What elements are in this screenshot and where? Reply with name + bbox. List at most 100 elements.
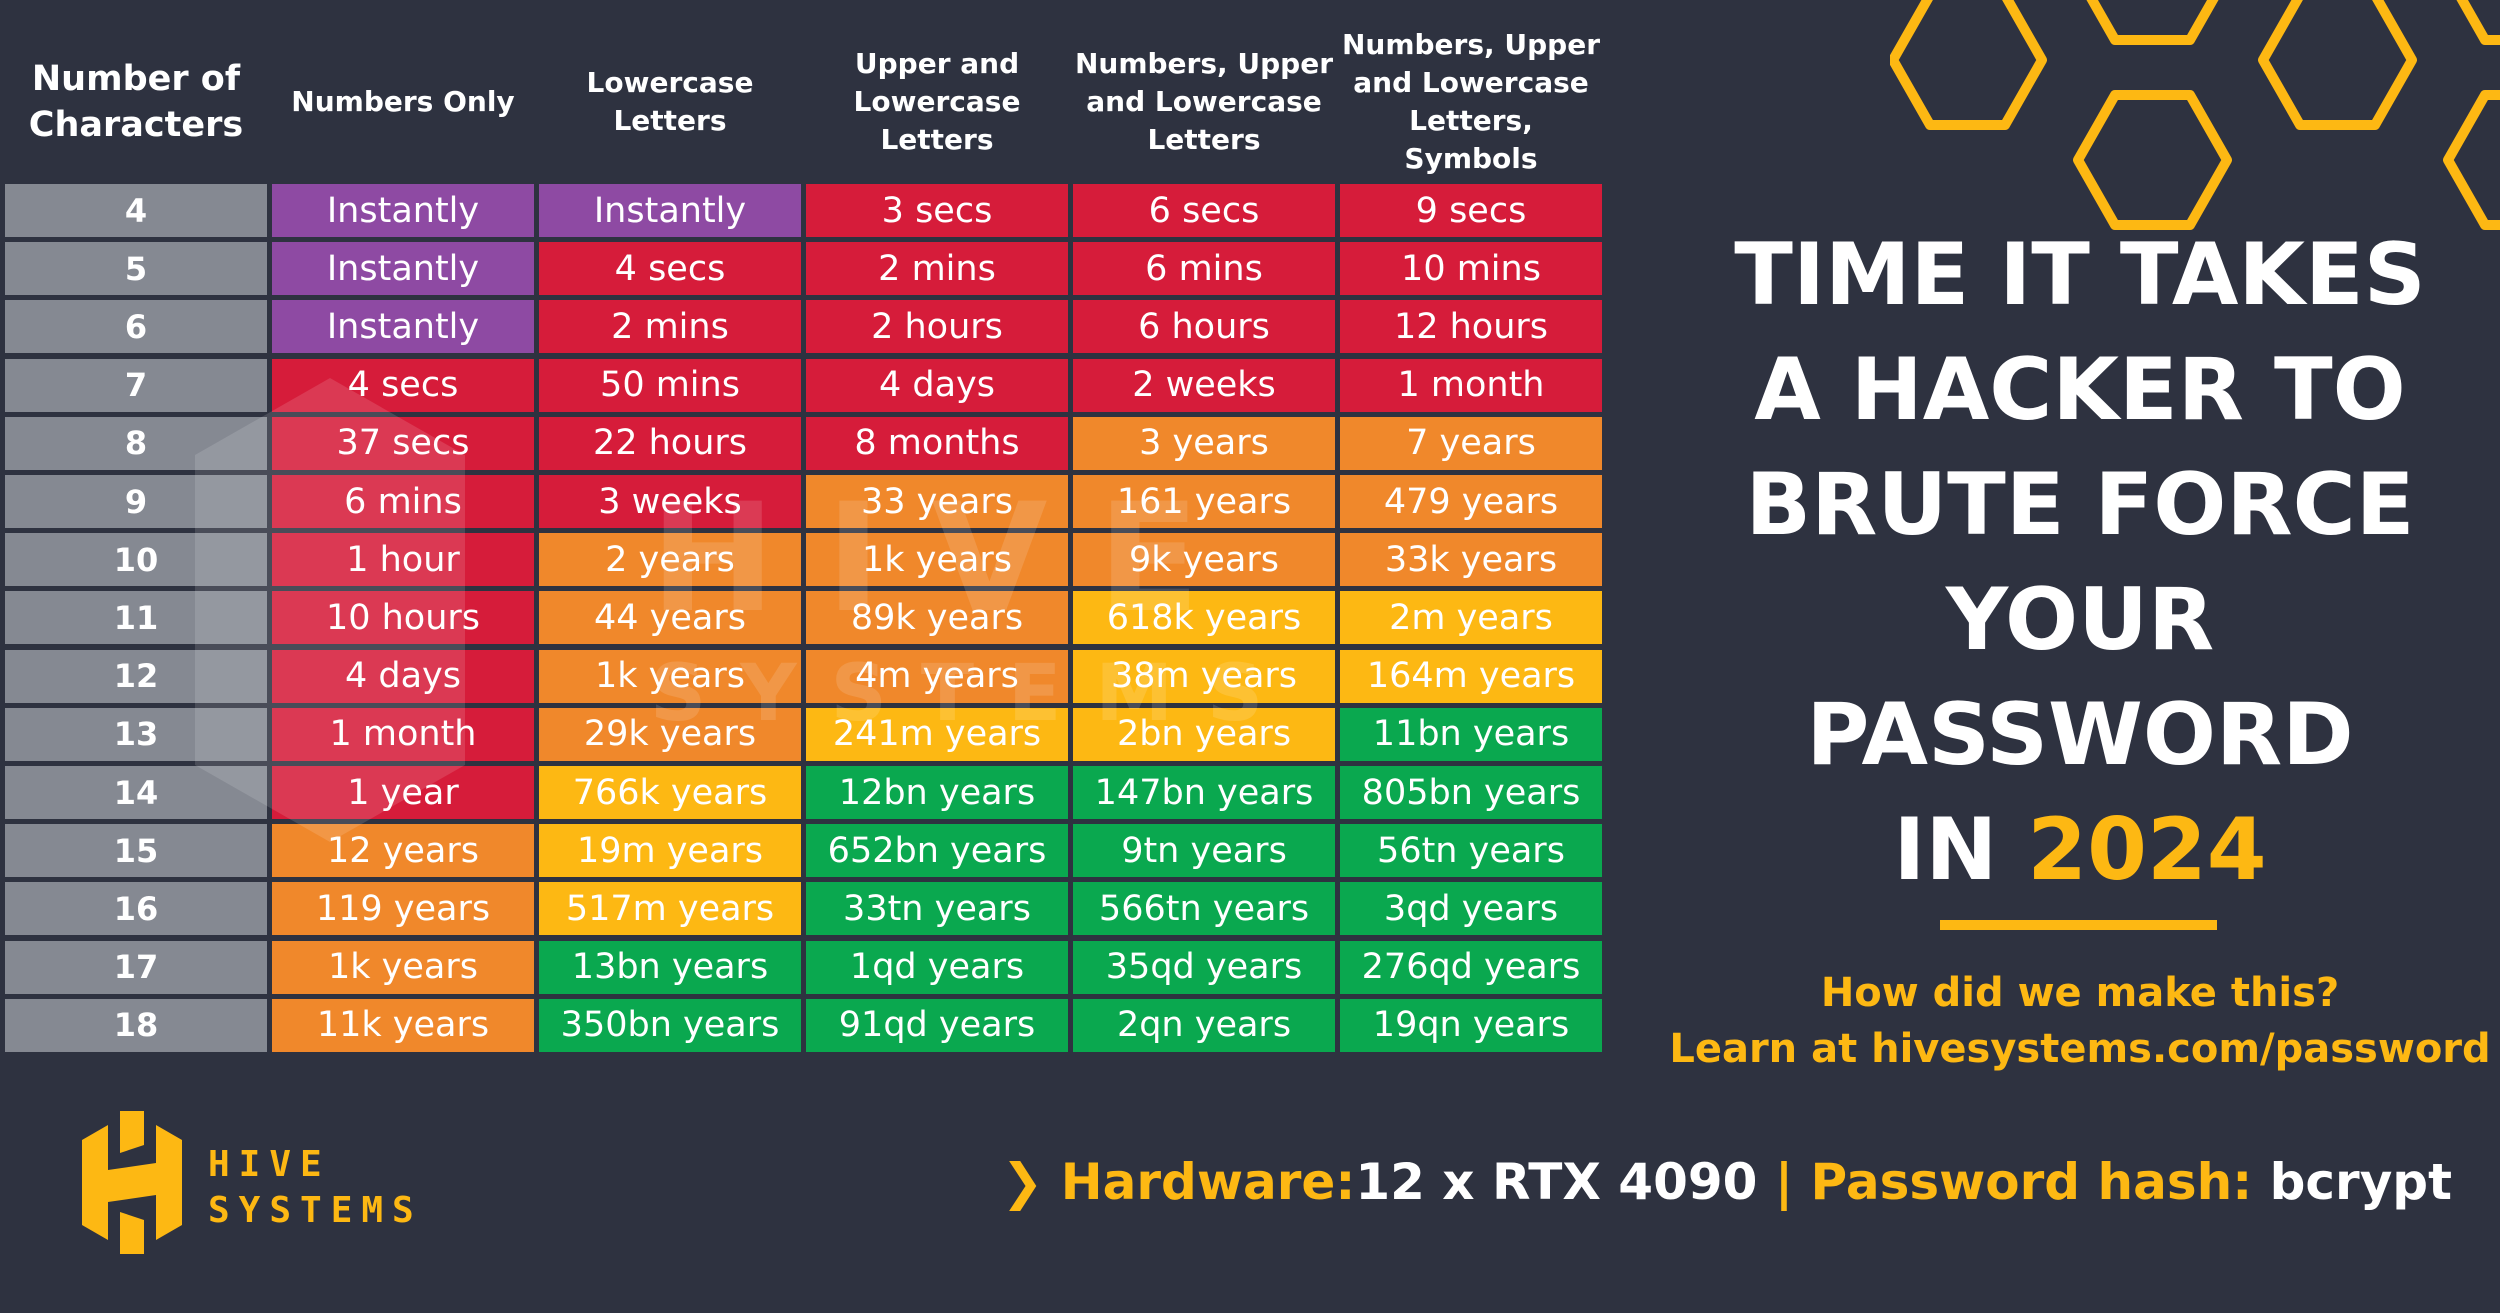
table-cell: 1k years bbox=[539, 649, 801, 703]
table-cell: 241m years bbox=[806, 707, 1068, 761]
row-label: 15 bbox=[5, 824, 267, 878]
table-cell: 10 hours bbox=[272, 591, 534, 645]
table-cell: 4 days bbox=[272, 649, 534, 703]
table-cell: 6 mins bbox=[272, 475, 534, 528]
row-label: 16 bbox=[5, 882, 267, 936]
header-line: Characters bbox=[28, 105, 244, 145]
row-label: 13 bbox=[5, 707, 267, 761]
learn-question: How did we make this? bbox=[1820, 970, 2340, 1016]
row-label: 17 bbox=[5, 940, 267, 994]
title-line: A HACKER TO bbox=[1754, 340, 2406, 440]
row-label: 10 bbox=[5, 533, 267, 587]
column-header: Numbers, Upper and Lowercase Letters bbox=[1073, 22, 1335, 182]
row-label: 11 bbox=[5, 591, 267, 645]
table-cell: 7 years bbox=[1340, 416, 1602, 470]
table-cell: 91qd years bbox=[806, 998, 1068, 1052]
column-header: Lowercase Letters bbox=[539, 22, 801, 182]
table-cell: 44 years bbox=[539, 591, 801, 645]
table-cell: 2 hours bbox=[806, 300, 1068, 354]
table-cell: 89k years bbox=[806, 591, 1068, 645]
table-cell: 2m years bbox=[1340, 591, 1602, 645]
table-cell: 161 years bbox=[1073, 475, 1335, 528]
table-cell: 33k years bbox=[1340, 533, 1602, 587]
learn-more: How did we make this? Learn at hivesyste… bbox=[1660, 965, 2500, 1077]
row-label: 7 bbox=[5, 358, 267, 412]
table-cell: 11k years bbox=[272, 998, 534, 1052]
table-cell: Instantly bbox=[272, 300, 534, 354]
page-title: TIME IT TAKES A HACKER TO BRUTE FORCE YO… bbox=[1680, 218, 2480, 908]
title-prefix: IN bbox=[1893, 800, 1998, 900]
table-cell: 1 month bbox=[1340, 358, 1602, 412]
table-cell: 50 mins bbox=[539, 358, 801, 412]
hive-logo-icon bbox=[82, 1111, 182, 1254]
table-cell: 119 years bbox=[272, 882, 534, 936]
table-cell: 652bn years bbox=[806, 824, 1068, 878]
header-line: and Lowercase bbox=[1086, 85, 1322, 118]
table-cell: 22 hours bbox=[539, 416, 801, 470]
table-cell: 4 secs bbox=[272, 358, 534, 412]
table-cell: 38m years bbox=[1073, 649, 1335, 703]
table-cell: 12 hours bbox=[1340, 300, 1602, 354]
table-cell: 11bn years bbox=[1340, 707, 1602, 761]
header-line: Letters bbox=[613, 104, 727, 137]
logo-wordmark: HIVE SYSTEMS bbox=[208, 1142, 423, 1234]
header-line: Letters, Symbols bbox=[1404, 104, 1538, 175]
title-line: YOUR bbox=[1945, 570, 2215, 670]
table-cell: 6 secs bbox=[1073, 184, 1335, 237]
table-cell: 29k years bbox=[539, 707, 801, 761]
table-cell: 9tn years bbox=[1073, 824, 1335, 878]
header-line: Letters bbox=[880, 123, 994, 156]
table-cell: Instantly bbox=[539, 184, 801, 237]
header-line: Number of bbox=[31, 59, 241, 99]
hardware-info: ❯ Hardware:12 x RTX 4090 | Password hash… bbox=[1001, 1150, 2452, 1214]
column-header: Upper and Lowercase Letters bbox=[806, 22, 1068, 182]
table-cell: 19qn years bbox=[1340, 998, 1602, 1052]
table-cell: 1k years bbox=[806, 533, 1068, 587]
chevron-right-icon: ❯ bbox=[1001, 1153, 1044, 1211]
hash-label: Password hash: bbox=[1810, 1153, 2253, 1211]
table-cell: 12bn years bbox=[806, 766, 1068, 819]
table-cell: 3 years bbox=[1073, 416, 1335, 470]
table-cell: 147bn years bbox=[1073, 766, 1335, 819]
table-cell: 276qd years bbox=[1340, 940, 1602, 994]
hexagon-pattern-icon bbox=[1890, 0, 2500, 230]
table-cell: 350bn years bbox=[539, 998, 801, 1052]
title-line: TIME IT TAKES bbox=[1734, 225, 2426, 325]
table-cell: 164m years bbox=[1340, 649, 1602, 703]
table-cell: 10 mins bbox=[1340, 242, 1602, 296]
row-label: 4 bbox=[5, 184, 267, 237]
row-label: 9 bbox=[5, 475, 267, 528]
title-line: PASSWORD bbox=[1806, 685, 2354, 785]
table-cell: 9 secs bbox=[1340, 184, 1602, 237]
row-label: 14 bbox=[5, 766, 267, 819]
table-cell: Instantly bbox=[272, 184, 534, 237]
table-cell: 566tn years bbox=[1073, 882, 1335, 936]
table-cell: 56tn years bbox=[1340, 824, 1602, 878]
table-cell: 9k years bbox=[1073, 533, 1335, 587]
table-cell: 3 weeks bbox=[539, 475, 801, 528]
separator: | bbox=[1774, 1153, 1794, 1211]
table-cell: 517m years bbox=[539, 882, 801, 936]
table-cell: 1 hour bbox=[272, 533, 534, 587]
divider bbox=[1940, 920, 2217, 930]
table-cell: Instantly bbox=[272, 242, 534, 296]
learn-link[interactable]: Learn at hivesystems.com/password bbox=[1669, 1026, 2491, 1072]
table-cell: 2bn years bbox=[1073, 707, 1335, 761]
table-cell: 19m years bbox=[539, 824, 801, 878]
title-year: 2024 bbox=[2027, 800, 2267, 900]
table-cell: 2 mins bbox=[539, 300, 801, 354]
header-line: and Lowercase bbox=[1353, 66, 1589, 99]
header-line: Numbers Only bbox=[291, 85, 515, 118]
table-cell: 479 years bbox=[1340, 475, 1602, 528]
table-cell: 1k years bbox=[272, 940, 534, 994]
row-label: 12 bbox=[5, 649, 267, 703]
table-cell: 4 days bbox=[806, 358, 1068, 412]
row-label: 8 bbox=[5, 416, 267, 470]
table-cell: 3 secs bbox=[806, 184, 1068, 237]
logo-text-hive: HIVE bbox=[208, 1144, 331, 1185]
table-cell: 3qd years bbox=[1340, 882, 1602, 936]
table-cell: 35qd years bbox=[1073, 940, 1335, 994]
table-cell: 33tn years bbox=[806, 882, 1068, 936]
table-cell: 2 weeks bbox=[1073, 358, 1335, 412]
